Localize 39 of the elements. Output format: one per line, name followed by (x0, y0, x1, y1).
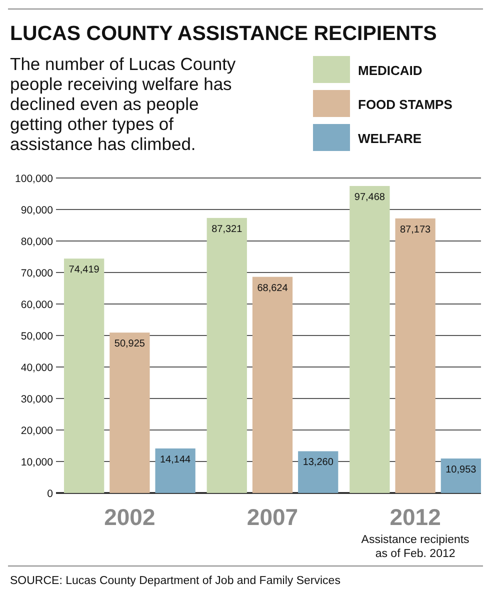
y-tick-label: 60,000 (20, 299, 54, 311)
text: Assistance recipients as of Feb. 2012 (361, 534, 470, 560)
legend-label: WELFARE (358, 131, 422, 146)
y-tick-label: 80,000 (20, 236, 54, 248)
x-tick-label: 2002 (104, 504, 156, 530)
bar (64, 258, 104, 493)
chart-title: LUCAS COUNTY ASSISTANCE RECIPIENTS (10, 22, 437, 45)
y-tick-label: 70,000 (20, 268, 54, 280)
data-label: 87,173 (400, 224, 432, 236)
y-tick-label: 20,000 (20, 425, 54, 437)
data-label: 87,321 (212, 224, 243, 235)
data-label: 50,925 (114, 338, 146, 350)
data-label: 68,624 (257, 282, 288, 294)
bar (440, 458, 481, 493)
data-label: 10,953 (446, 464, 477, 476)
source-note: SOURCE: Lucas County Department of Job and Family Services (10, 575, 341, 587)
y-tick-label: 50,000 (20, 330, 54, 342)
bar (298, 451, 338, 493)
data-label: 13,260 (302, 457, 334, 468)
y-tick-label: 30,000 (20, 394, 54, 406)
legend-label: MEDICAID (358, 63, 422, 78)
bar (395, 218, 436, 493)
bar (350, 186, 390, 493)
chart-subtitle: The number of Lucas County people receiving welfare has declined even as people getting other types of assistance has climbed. (10, 54, 236, 154)
data-label: 14,144 (160, 454, 192, 466)
y-tick-label: 40,000 (20, 362, 54, 374)
legend-label: FOOD STAMPS (358, 97, 453, 112)
bar (252, 276, 293, 493)
y-tick-label: 100,000 (15, 173, 54, 185)
bar (110, 332, 150, 493)
x-tick-label: 2007 (246, 504, 298, 530)
x-tick-label: 2012 (390, 504, 441, 530)
bar (155, 448, 196, 493)
data-label: 97,468 (354, 192, 386, 203)
y-tick-label: 0 (47, 488, 54, 500)
bar (206, 218, 247, 493)
y-tick-label: 10,000 (20, 456, 54, 468)
data-label: 74,419 (68, 264, 100, 276)
y-tick-label: 90,000 (20, 204, 54, 216)
